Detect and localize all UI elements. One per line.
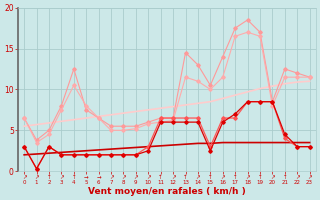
- X-axis label: Vent moyen/en rafales ( km/h ): Vent moyen/en rafales ( km/h ): [88, 187, 246, 196]
